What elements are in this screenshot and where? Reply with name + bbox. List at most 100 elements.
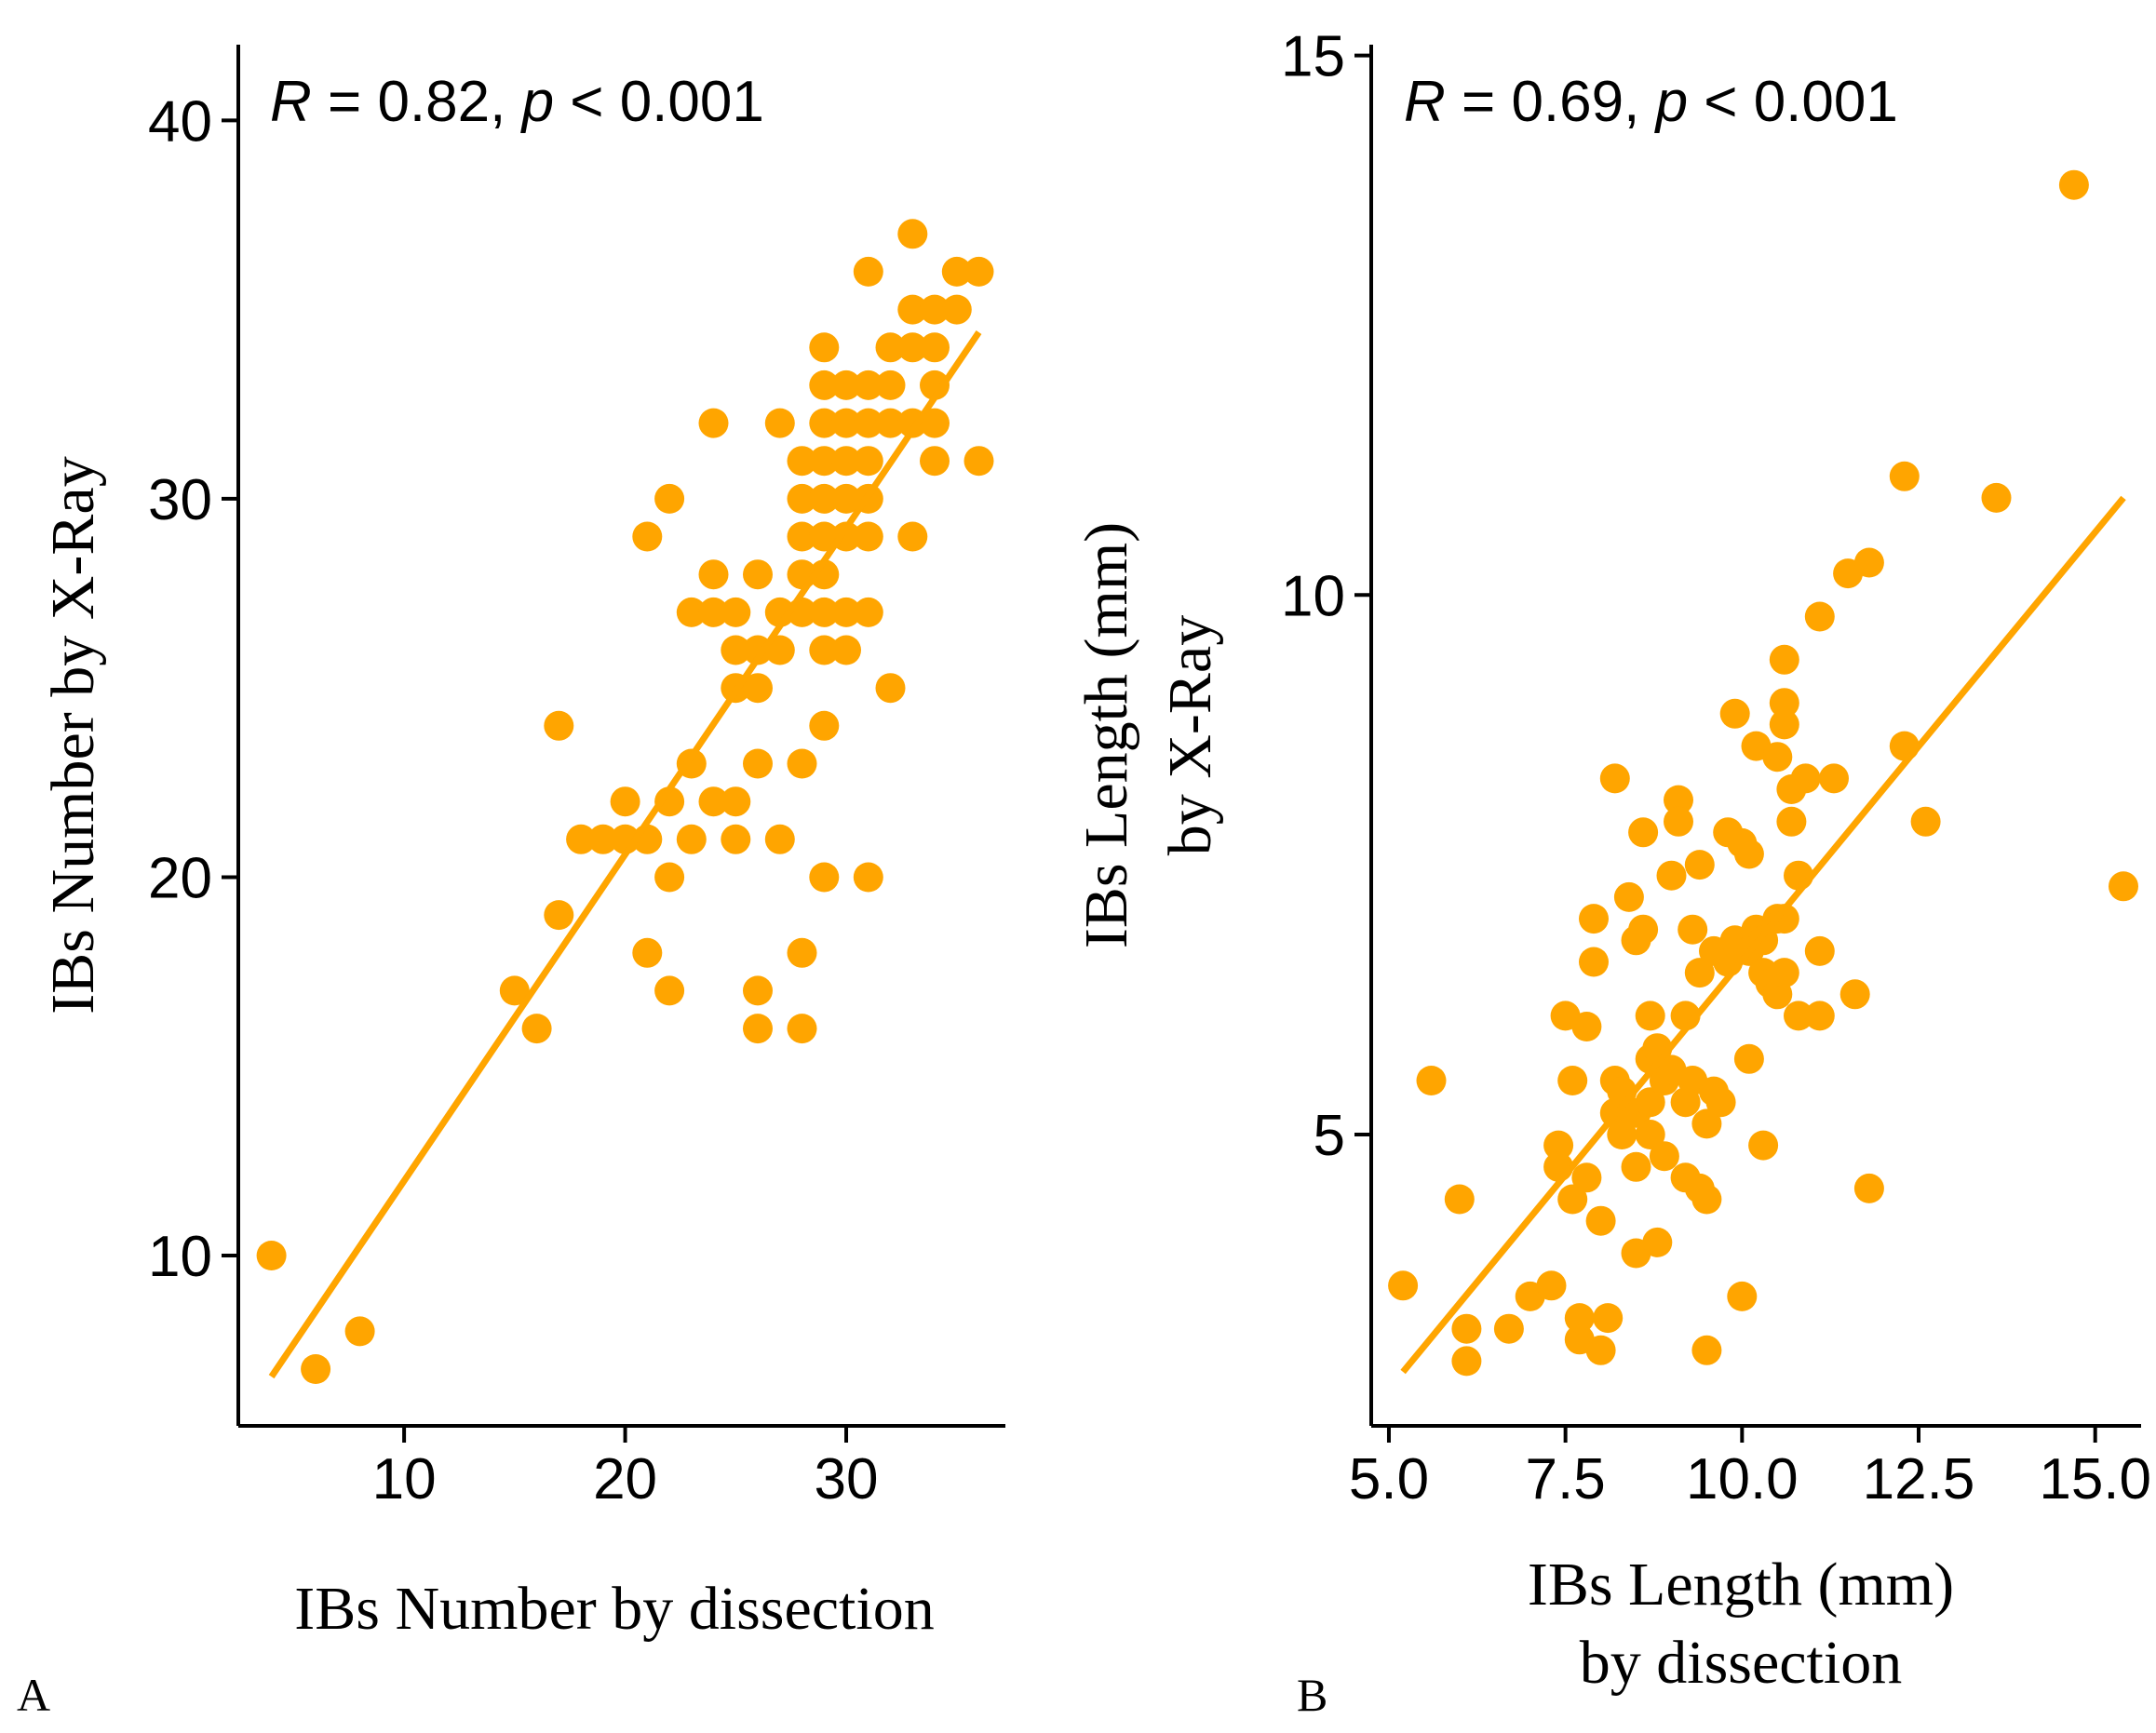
panel-a-point-33 bbox=[743, 748, 773, 779]
panel-a-point-68 bbox=[853, 369, 883, 400]
panel-a-point-15 bbox=[654, 786, 685, 817]
panel-b-point-5 bbox=[1451, 1346, 1482, 1377]
panel-b-point-95 bbox=[1853, 547, 1884, 578]
panel-b-point-83 bbox=[1769, 958, 1799, 988]
panel-a-point-1 bbox=[256, 1241, 287, 1270]
panel-b-point-23 bbox=[1599, 763, 1630, 794]
panel-b-point-45 bbox=[1664, 785, 1693, 815]
panel-b-point-22 bbox=[1593, 1303, 1624, 1334]
panel-a-point-41 bbox=[787, 483, 817, 514]
panel-b-point-63 bbox=[1719, 698, 1750, 729]
panel-b-marks bbox=[1388, 169, 2138, 1377]
panel-a-point-77 bbox=[875, 332, 906, 363]
panel-a-point-69 bbox=[853, 408, 883, 438]
panel-a-point-8 bbox=[566, 824, 597, 854]
panel-b: 5.0 7.5 10.0 12.5 15.0 5 10 15 R = 0.69, p < 0.… bbox=[1072, 25, 2151, 1721]
panel-a-point-70 bbox=[853, 446, 883, 477]
panel-a-point-57 bbox=[809, 635, 840, 665]
panel-b-point-9 bbox=[1543, 1130, 1574, 1161]
panel-a-point-19 bbox=[676, 824, 707, 854]
panel-a-regression-line bbox=[268, 330, 982, 1379]
panel-a-point-92 bbox=[963, 446, 994, 477]
panel-a-y-tick-label-4: 40 bbox=[148, 89, 212, 154]
panel-b-point-90 bbox=[1804, 935, 1835, 966]
panel-a-point-4 bbox=[499, 975, 530, 1006]
panel-b-point-53 bbox=[1684, 958, 1715, 988]
panel-a-point-47 bbox=[787, 937, 817, 968]
panel-b-r-symbol: R bbox=[1404, 70, 1446, 134]
panel-b-point-35 bbox=[1635, 1001, 1665, 1031]
panel-a-x-axis-title: IBs Number by dissection bbox=[294, 1575, 934, 1643]
panel-b-point-92 bbox=[1819, 763, 1849, 794]
panel-a-point-48 bbox=[787, 1014, 817, 1044]
panel-a-point-75 bbox=[875, 369, 906, 400]
panel-b-y-tick-label-1: 5 bbox=[1314, 1104, 1345, 1168]
panel-a-point-13 bbox=[632, 521, 663, 552]
panel-a-point-87 bbox=[920, 408, 950, 438]
panel-b-point-99 bbox=[1910, 806, 1941, 837]
panel-a-point-65 bbox=[831, 597, 861, 627]
panel-a-point-14 bbox=[632, 937, 663, 968]
panel-b-point-100 bbox=[1981, 482, 2012, 513]
panel-a-point-76 bbox=[875, 408, 906, 438]
panel-a-point-53 bbox=[809, 483, 840, 514]
panel-b-point-37 bbox=[1635, 1087, 1665, 1118]
panel-b-x-tick-label-5: 15.0 bbox=[2039, 1447, 2151, 1511]
panel-b-point-55 bbox=[1691, 1108, 1722, 1139]
panel-b-point-56 bbox=[1691, 1184, 1722, 1215]
panel-b-ticks: 5.0 7.5 10.0 12.5 15.0 5 10 15 bbox=[1281, 25, 2151, 1511]
panel-a-point-58 bbox=[809, 710, 840, 741]
panel-a-point-66 bbox=[831, 635, 861, 665]
panel-b-point-21 bbox=[1585, 1205, 1616, 1236]
panel-a-point-27 bbox=[721, 635, 751, 665]
panel-b-x-axis-title-line2: by dissection bbox=[1580, 1629, 1902, 1697]
panel-b-x-tick-label-2: 7.5 bbox=[1526, 1447, 1606, 1511]
panel-b-stat-annotation: R = 0.69, p < 0.001 bbox=[1404, 70, 1898, 134]
panel-b-point-88 bbox=[1790, 763, 1821, 794]
panel-b-point-16 bbox=[1571, 1012, 1602, 1041]
panel-a-point-86 bbox=[920, 369, 950, 400]
panel-b-point-57 bbox=[1691, 1335, 1722, 1365]
panel-b-point-40 bbox=[1642, 1227, 1673, 1257]
panel-b-point-79 bbox=[1769, 644, 1799, 675]
panel-a-point-18 bbox=[654, 483, 685, 514]
panel-b-point-20 bbox=[1585, 1335, 1616, 1365]
panel-a-y-tick-label-1: 10 bbox=[148, 1225, 212, 1289]
panel-a-point-61 bbox=[831, 408, 861, 438]
panel-b-point-60 bbox=[1705, 1087, 1736, 1118]
panel-a-point-2 bbox=[301, 1354, 331, 1384]
panel-a-point-80 bbox=[897, 294, 928, 325]
panel-b-x-tick-label-3: 10.0 bbox=[1686, 1447, 1799, 1511]
panel-a-point-11 bbox=[610, 786, 640, 817]
panel-a: 10 20 30 10 20 30 40 R = 0.82, p < 0.001 IBs N… bbox=[17, 45, 1005, 1721]
panel-a-point-60 bbox=[831, 369, 861, 400]
panel-b-point-6 bbox=[1493, 1313, 1524, 1344]
panel-b-p-value: < 0.001 bbox=[1688, 70, 1898, 134]
panel-a-y-tick-label-2: 20 bbox=[148, 846, 212, 910]
panel-a-point-43 bbox=[787, 521, 817, 552]
panel-b-point-18 bbox=[1579, 904, 1609, 934]
panel-a-point-62 bbox=[831, 446, 861, 477]
panel-a-point-91 bbox=[963, 256, 994, 287]
panel-a-point-88 bbox=[920, 446, 950, 477]
panel-b-point-96 bbox=[1853, 1173, 1884, 1203]
panel-b-point-19 bbox=[1579, 947, 1609, 977]
panel-a-letter: A bbox=[17, 1669, 50, 1721]
panel-a-point-5 bbox=[521, 1014, 552, 1044]
panel-b-point-94 bbox=[1839, 979, 1870, 1010]
panel-a-point-39 bbox=[764, 824, 795, 854]
panel-b-point-33 bbox=[1628, 817, 1659, 848]
panel-b-point-102 bbox=[2109, 871, 2138, 902]
panel-a-p-symbol: p bbox=[520, 70, 554, 134]
panel-b-point-13 bbox=[1557, 1066, 1588, 1095]
panel-a-point-51 bbox=[809, 408, 840, 438]
panel-b-point-17 bbox=[1571, 1162, 1602, 1193]
panel-a-point-74 bbox=[853, 862, 883, 893]
panel-b-point-4 bbox=[1451, 1313, 1482, 1344]
panel-a-point-29 bbox=[721, 824, 751, 854]
panel-a-point-23 bbox=[698, 597, 729, 627]
panel-a-point-35 bbox=[743, 975, 773, 1006]
panel-a-point-52 bbox=[809, 446, 840, 477]
panel-b-point-81 bbox=[1769, 709, 1799, 740]
panel-a-marks bbox=[256, 219, 994, 1384]
